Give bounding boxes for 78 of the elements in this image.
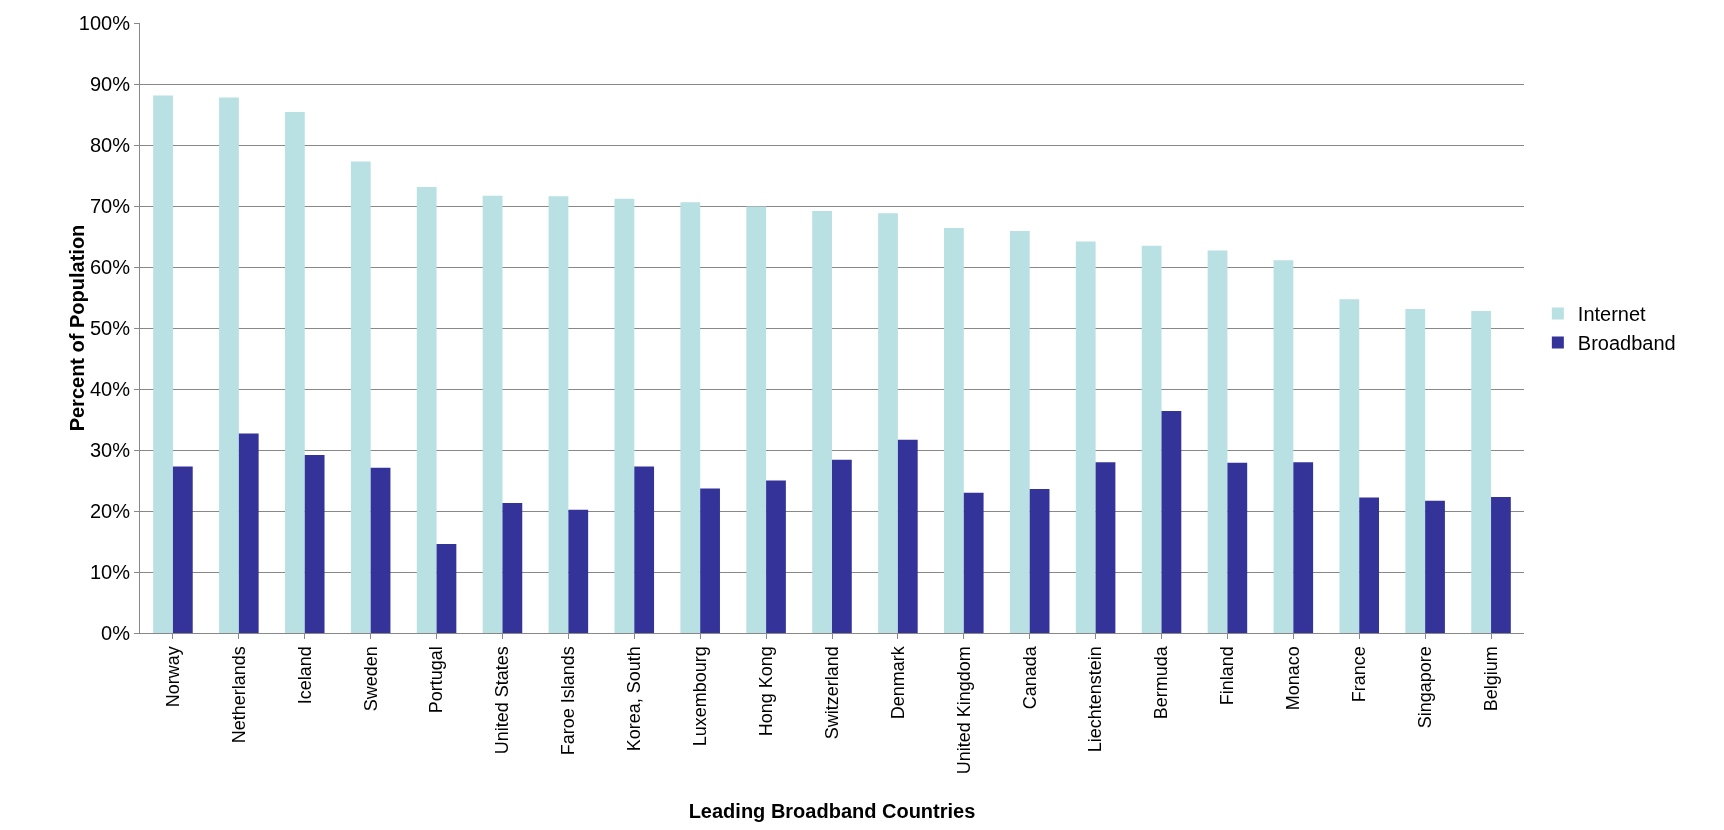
bar xyxy=(614,198,635,633)
y-tick-label: 30% xyxy=(89,439,131,461)
bar xyxy=(1491,496,1511,633)
bar xyxy=(1359,497,1380,633)
y-tick-label: 10% xyxy=(89,561,131,583)
x-tick-label: United Kingdom xyxy=(953,646,974,775)
bar xyxy=(350,161,371,633)
y-tick-label: 60% xyxy=(89,256,131,278)
bar xyxy=(153,95,173,633)
bar xyxy=(1339,299,1360,633)
bar xyxy=(1293,462,1314,633)
bar xyxy=(502,503,523,633)
x-tick-label: Hong Kong xyxy=(755,646,776,737)
bar xyxy=(832,459,852,633)
x-tick-label: Belgium xyxy=(1480,646,1501,712)
y-tick-label: 80% xyxy=(89,134,131,156)
x-tick-label: Switzerland xyxy=(821,646,842,740)
y-tick-label: 0% xyxy=(101,622,131,644)
bar xyxy=(766,480,786,633)
bar xyxy=(1227,462,1248,633)
x-tick-label: Liechtenstein xyxy=(1085,646,1106,753)
x-axis-title: Leading Broadband Countries xyxy=(688,799,976,822)
bar xyxy=(370,467,391,633)
bar xyxy=(878,213,898,633)
bar xyxy=(416,187,437,633)
bar xyxy=(746,206,767,633)
bar xyxy=(634,466,655,633)
x-tick-label: Norway xyxy=(162,646,183,708)
x-tick-label: Iceland xyxy=(294,646,315,705)
y-tick-label: 40% xyxy=(89,378,131,400)
y-tick-label: 20% xyxy=(89,500,131,522)
x-tick-label: Bermuda xyxy=(1151,645,1172,720)
bar xyxy=(219,97,239,633)
y-axis-title: Percent of Population xyxy=(65,224,88,432)
bar xyxy=(1009,231,1030,633)
bar xyxy=(172,466,193,633)
bar xyxy=(1029,489,1050,633)
bar xyxy=(436,543,457,633)
bar xyxy=(238,433,259,633)
bar xyxy=(1471,310,1492,633)
bar xyxy=(548,196,569,633)
bar xyxy=(812,210,832,633)
x-tick-label: United States xyxy=(492,646,513,755)
bar xyxy=(284,112,305,633)
legend-label: Broadband xyxy=(1577,332,1676,355)
y-tick-label: 100% xyxy=(78,12,131,34)
y-tick-label: 90% xyxy=(89,73,131,95)
x-tick-label: Denmark xyxy=(887,645,908,720)
y-tick-label: 50% xyxy=(89,317,131,339)
x-tick-label: Netherlands xyxy=(228,646,249,744)
bar xyxy=(963,492,984,633)
x-tick-label: Canada xyxy=(1019,645,1040,710)
bar xyxy=(568,509,589,633)
bar xyxy=(897,439,918,633)
x-tick-label: Portugal xyxy=(426,646,447,714)
legend-label: Internet xyxy=(1577,303,1647,326)
x-tick-label: France xyxy=(1349,646,1370,703)
x-tick-label: Singapore xyxy=(1414,646,1435,729)
x-tick-label: Monaco xyxy=(1283,646,1304,711)
bar xyxy=(304,454,325,633)
x-tick-label: Luxembourg xyxy=(690,646,711,747)
x-tick-label: Sweden xyxy=(360,646,381,712)
bar xyxy=(482,195,503,633)
bar xyxy=(680,202,701,633)
x-tick-label: Finland xyxy=(1217,646,1238,706)
bar xyxy=(1095,462,1116,633)
bar xyxy=(1425,500,1445,633)
bar xyxy=(1141,245,1162,633)
y-tick-label: 70% xyxy=(89,195,131,217)
bar xyxy=(1273,260,1294,633)
bar xyxy=(944,227,964,633)
x-tick-label: Faroe Islands xyxy=(558,646,579,756)
bar xyxy=(700,488,720,633)
bar xyxy=(1161,410,1182,633)
bar xyxy=(1075,241,1096,633)
bar xyxy=(1405,309,1426,633)
x-tick-label: Korea, South xyxy=(624,646,645,752)
bar xyxy=(1207,250,1228,633)
